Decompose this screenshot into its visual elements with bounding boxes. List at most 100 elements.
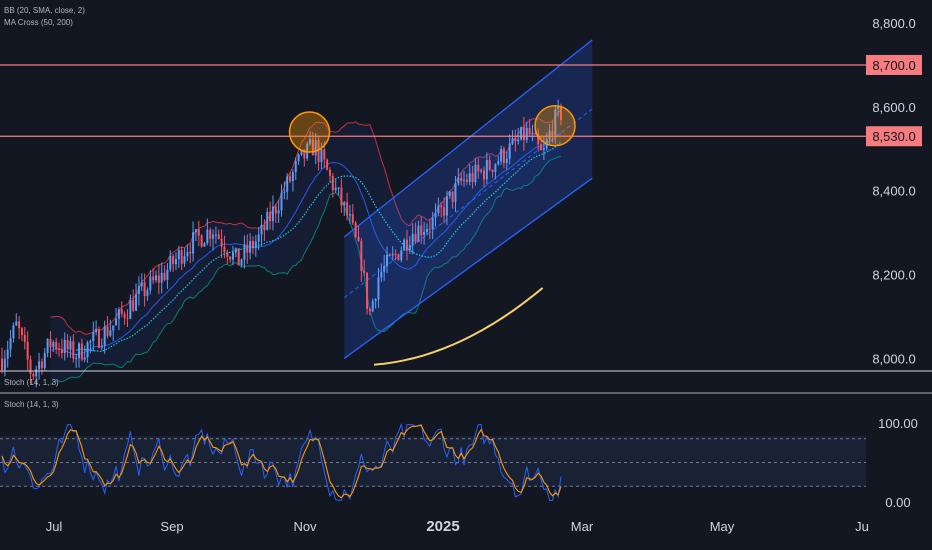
candle-body [38,361,41,370]
candle-body [477,164,480,172]
candle-body [323,149,326,160]
candle-body [203,243,206,247]
stoch-indicator-label-2[interactable]: Stoch (14, 1, 3) [4,400,59,409]
candle-body [386,254,389,267]
candle-body [146,290,149,297]
stoch-tick-label: 100.00 [878,416,918,431]
candle-body [374,299,377,302]
highlight-circle [288,111,331,153]
candle-body [251,240,254,249]
candle-body [115,318,118,326]
candle-body [540,144,543,151]
stoch-indicator-label-1[interactable]: Stoch (14, 1, 3) [4,378,59,387]
candle-body [383,266,386,272]
candle-body [60,349,63,354]
candle-body [309,139,312,144]
candle-body [75,358,78,360]
candle-body [286,176,289,192]
candle-body [514,138,517,142]
candle-body [291,172,294,182]
candle-body [437,205,440,213]
horizontal-levels: 8,700.0 8,530.0 [0,54,922,147]
candle-body [206,229,209,244]
candle-body [120,309,123,314]
ma200-line [373,287,544,366]
candle-body [260,224,263,235]
candle-body [548,130,551,140]
candle-body [220,238,223,247]
candle-body [212,234,215,239]
candle-body [83,357,86,360]
candle-body [12,325,15,339]
candle-body [223,246,226,253]
candle-body [351,214,354,223]
ma50-line [75,141,562,352]
candle-body [371,301,374,312]
candle-body [217,234,220,239]
candle-body [334,187,337,191]
candle-body [311,139,314,156]
candle-body [283,191,286,193]
time-tick-label: 2025 [426,518,459,535]
candle-body [209,229,212,239]
candle-body [135,293,138,311]
candle-body [123,313,126,319]
candle-body [117,309,120,319]
candle-body [331,175,334,191]
price-axis[interactable]: 8,800.0 8,600.0 8,400.0 8,200.0 8,000.0 [872,16,915,366]
candle-body [152,276,155,281]
stoch-axis[interactable]: 100.00 0.00 [878,416,918,510]
candle-body [394,253,397,255]
candle-body [271,206,274,222]
candle-body [417,225,420,242]
candle-body [214,234,217,236]
candle-body [317,140,320,163]
candle-body [306,143,309,159]
candle-body [92,332,95,342]
candle-body [388,254,391,256]
price-tick-label: 8,200.0 [872,268,915,283]
candle-body [232,252,235,260]
candle-body [197,229,200,236]
candle-body [266,211,269,230]
candle-body [440,205,443,208]
candle-body [6,349,9,359]
candle-body [254,241,257,249]
candle-body [508,143,511,159]
candle-body [78,343,81,359]
candle-body [69,341,72,350]
candle-body [425,228,428,232]
candle-body [140,282,143,287]
candle-body [226,252,229,257]
candle-body [143,282,146,297]
stochastic-lines [0,422,866,501]
candle-body [229,256,232,260]
bb-indicator-label[interactable]: BB (20, SMA, close, 2) [4,6,85,15]
time-axis[interactable]: Jul Sep Nov 2025 Mar May Ju [46,518,869,535]
candle-body [448,191,451,197]
highlight-circle [534,105,576,147]
candle-body [63,339,66,354]
candle-body [328,169,331,176]
moving-averages [75,141,562,366]
candle-body [531,132,534,135]
candle-body [363,270,366,273]
candle-body [23,334,26,342]
candle-body [408,245,411,251]
price-tick-label: 8,400.0 [872,184,915,199]
candle-body [326,159,329,170]
price-tick-label: 8,800.0 [872,16,915,31]
candle-body [89,341,92,343]
stoch-d-line [1,424,562,499]
channel-mid-line [343,108,593,299]
ma-cross-indicator-label[interactable]: MA Cross (50, 200) [4,18,73,27]
candle-body [97,329,100,348]
candle-body [46,338,49,353]
candle-body [368,308,371,312]
candle-body [337,187,340,189]
candle-body [149,276,152,291]
candle-body [445,196,448,216]
candle-body [166,269,169,280]
candle-body [137,286,140,294]
